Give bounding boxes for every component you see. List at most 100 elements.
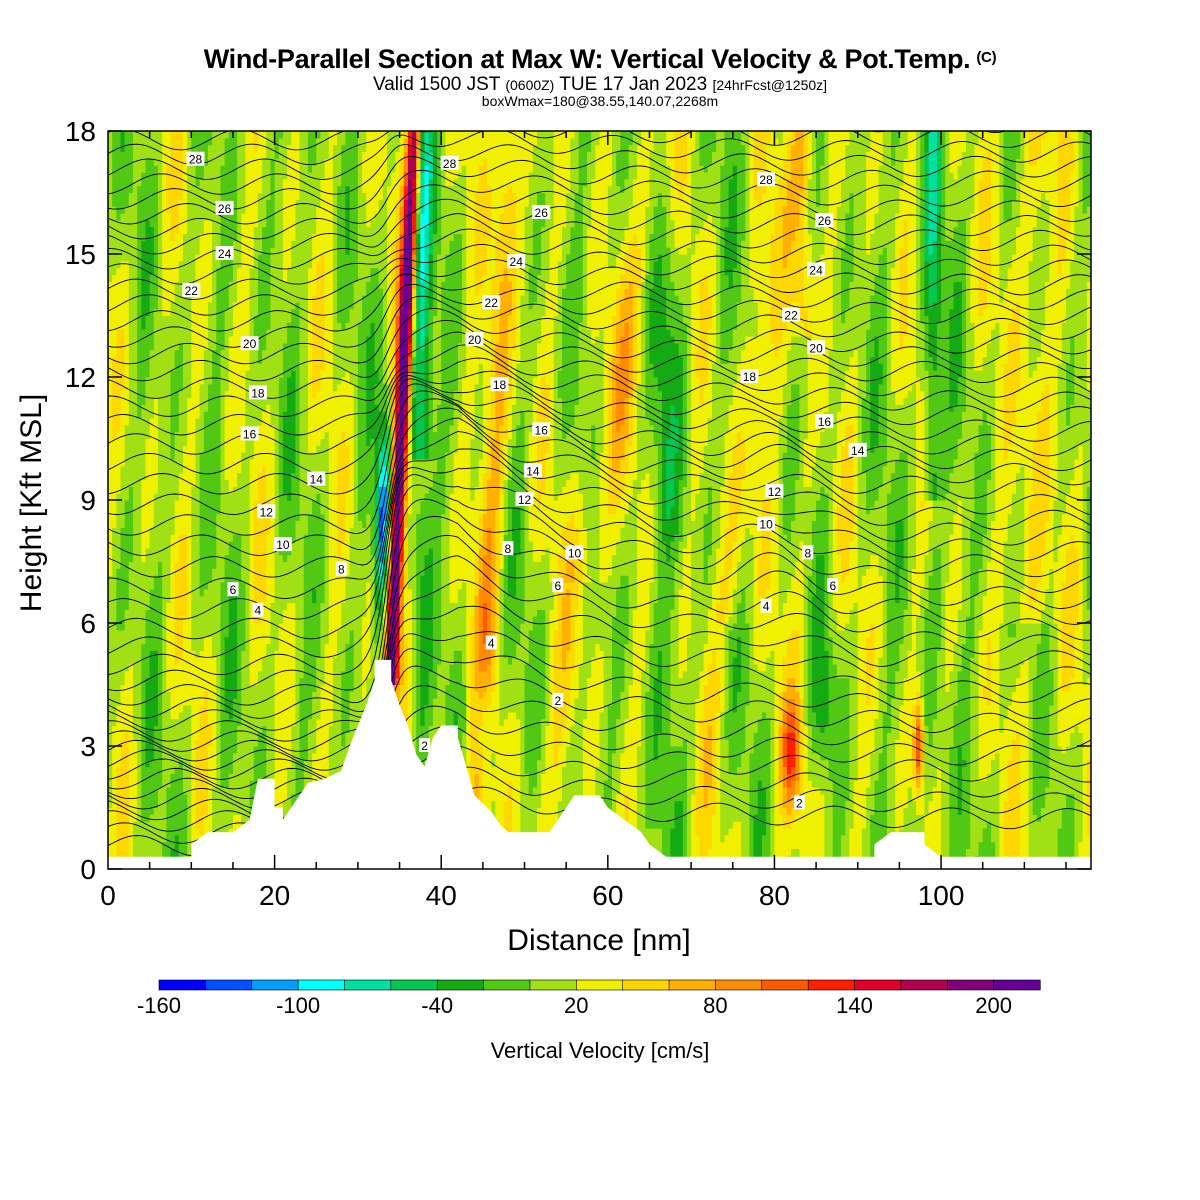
- velocity-cell: [128, 670, 134, 679]
- velocity-cell: [216, 240, 222, 248]
- velocity-cell: [153, 356, 159, 364]
- velocity-cell: [270, 424, 276, 433]
- velocity-cell: [282, 793, 288, 802]
- velocity-cell: [170, 650, 176, 658]
- velocity-cell: [295, 650, 301, 658]
- velocity-cell: [291, 322, 297, 330]
- velocity-cell: [166, 718, 172, 727]
- velocity-cell: [116, 664, 122, 672]
- velocity-cell: [241, 582, 247, 590]
- velocity-cell: [191, 527, 197, 535]
- velocity-cell: [232, 390, 238, 399]
- velocity-cell: [149, 349, 155, 358]
- velocity-cell: [224, 643, 230, 651]
- velocity-cell: [153, 725, 159, 733]
- velocity-cell: [266, 629, 272, 638]
- velocity-cell: [216, 629, 222, 638]
- velocity-cell: [232, 527, 238, 535]
- velocity-cell: [291, 247, 297, 255]
- velocity-cell: [266, 684, 272, 692]
- velocity-cell: [270, 486, 276, 494]
- velocity-cell: [174, 520, 180, 528]
- velocity-cell: [232, 814, 238, 822]
- velocity-cell: [199, 254, 205, 262]
- velocity-cell: [137, 527, 142, 535]
- velocity-cell: [137, 595, 142, 604]
- velocity-cell: [232, 759, 238, 768]
- velocity-cell: [112, 534, 117, 542]
- velocity-cell: [132, 746, 138, 754]
- velocity-cell: [170, 582, 176, 590]
- velocity-cell: [287, 383, 292, 392]
- velocity-cell: [182, 848, 188, 856]
- velocity-cell: [141, 452, 147, 460]
- velocity-cell: [170, 643, 176, 651]
- velocity-cell: [257, 773, 263, 781]
- velocity-cell: [128, 787, 134, 795]
- velocity-cell: [224, 684, 230, 692]
- velocity-cell: [207, 308, 213, 317]
- velocity-cell: [262, 479, 267, 487]
- velocity-cell: [282, 698, 288, 706]
- velocity-cell: [287, 520, 292, 528]
- velocity-cell: [195, 172, 201, 180]
- velocity-cell: [253, 356, 259, 364]
- velocity-cell: [170, 739, 176, 747]
- velocity-cell: [241, 165, 247, 173]
- velocity-cell: [245, 178, 251, 187]
- velocity-cell: [174, 629, 180, 638]
- velocity-cell: [182, 650, 188, 658]
- velocity-cell: [257, 438, 263, 446]
- velocity-cell: [257, 308, 263, 317]
- velocity-cell: [182, 561, 188, 569]
- velocity-cell: [237, 800, 242, 809]
- velocity-cell: [216, 377, 222, 385]
- velocity-cell: [141, 247, 147, 255]
- velocity-cell: [245, 623, 251, 631]
- velocity-cell: [203, 390, 209, 399]
- velocity-cell: [137, 486, 142, 494]
- velocity-cell: [274, 732, 280, 740]
- velocity-cell: [216, 192, 222, 200]
- velocity-cell: [220, 588, 226, 597]
- velocity-cell: [291, 575, 297, 583]
- velocity-cell: [182, 739, 188, 747]
- velocity-cell: [132, 206, 138, 214]
- velocity-cell: [120, 595, 126, 604]
- velocity-cell: [124, 377, 130, 385]
- velocity-cell: [278, 267, 284, 276]
- velocity-cell: [224, 411, 230, 419]
- velocity-cell: [128, 616, 134, 624]
- velocity-cell: [108, 561, 113, 569]
- velocity-cell: [232, 643, 238, 651]
- velocity-cell: [199, 322, 205, 330]
- velocity-cell: [241, 438, 247, 446]
- velocity-cell: [232, 445, 238, 453]
- velocity-cell: [249, 377, 255, 385]
- velocity-cell: [174, 192, 180, 200]
- velocity-cell: [257, 725, 263, 733]
- velocity-cell: [274, 424, 280, 433]
- velocity-cell: [270, 301, 276, 310]
- velocity-cell: [220, 677, 226, 686]
- velocity-cell: [178, 411, 184, 419]
- velocity-cell: [116, 814, 122, 822]
- velocity-cell: [274, 780, 280, 788]
- velocity-cell: [278, 383, 284, 392]
- velocity-cell: [220, 746, 226, 754]
- velocity-cell: [212, 513, 217, 522]
- velocity-cell: [141, 185, 147, 194]
- velocity-cell: [112, 240, 117, 248]
- velocity-cell: [278, 568, 284, 576]
- velocity-cell: [278, 445, 284, 453]
- velocity-cell: [237, 513, 242, 522]
- velocity-cell: [145, 424, 151, 433]
- velocity-cell: [112, 800, 117, 809]
- velocity-cell: [237, 807, 242, 815]
- velocity-cell: [108, 370, 113, 378]
- velocity-cell: [274, 240, 280, 248]
- velocity-cell: [216, 418, 222, 426]
- velocity-cell: [128, 172, 134, 180]
- velocity-cell: [199, 718, 205, 727]
- velocity-cell: [124, 479, 130, 487]
